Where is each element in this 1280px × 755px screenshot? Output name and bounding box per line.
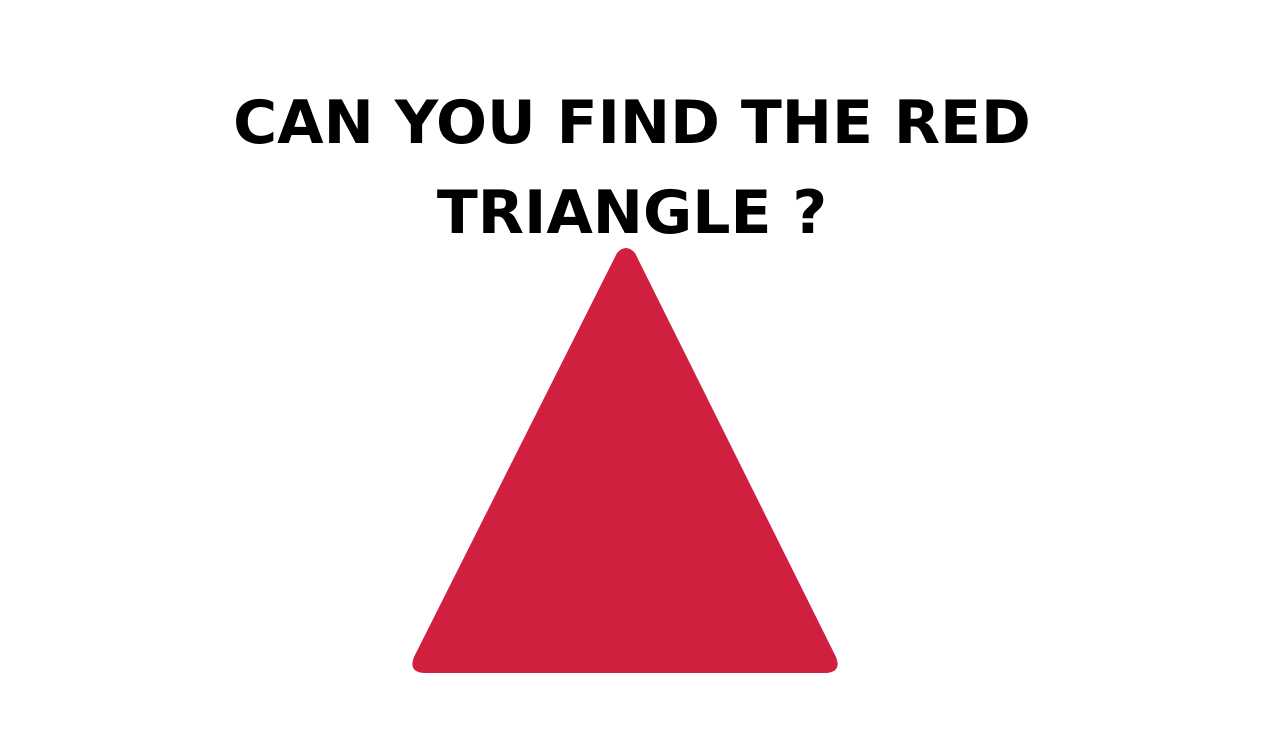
puzzle-title: CAN YOU FIND THE RED TRIANGLE ? — [0, 78, 1264, 258]
puzzle-title-line-2: TRIANGLE ? — [436, 178, 828, 248]
red-triangle-icon[interactable] — [412, 248, 838, 673]
puzzle-title-line-1: CAN YOU FIND THE RED — [233, 88, 1031, 158]
